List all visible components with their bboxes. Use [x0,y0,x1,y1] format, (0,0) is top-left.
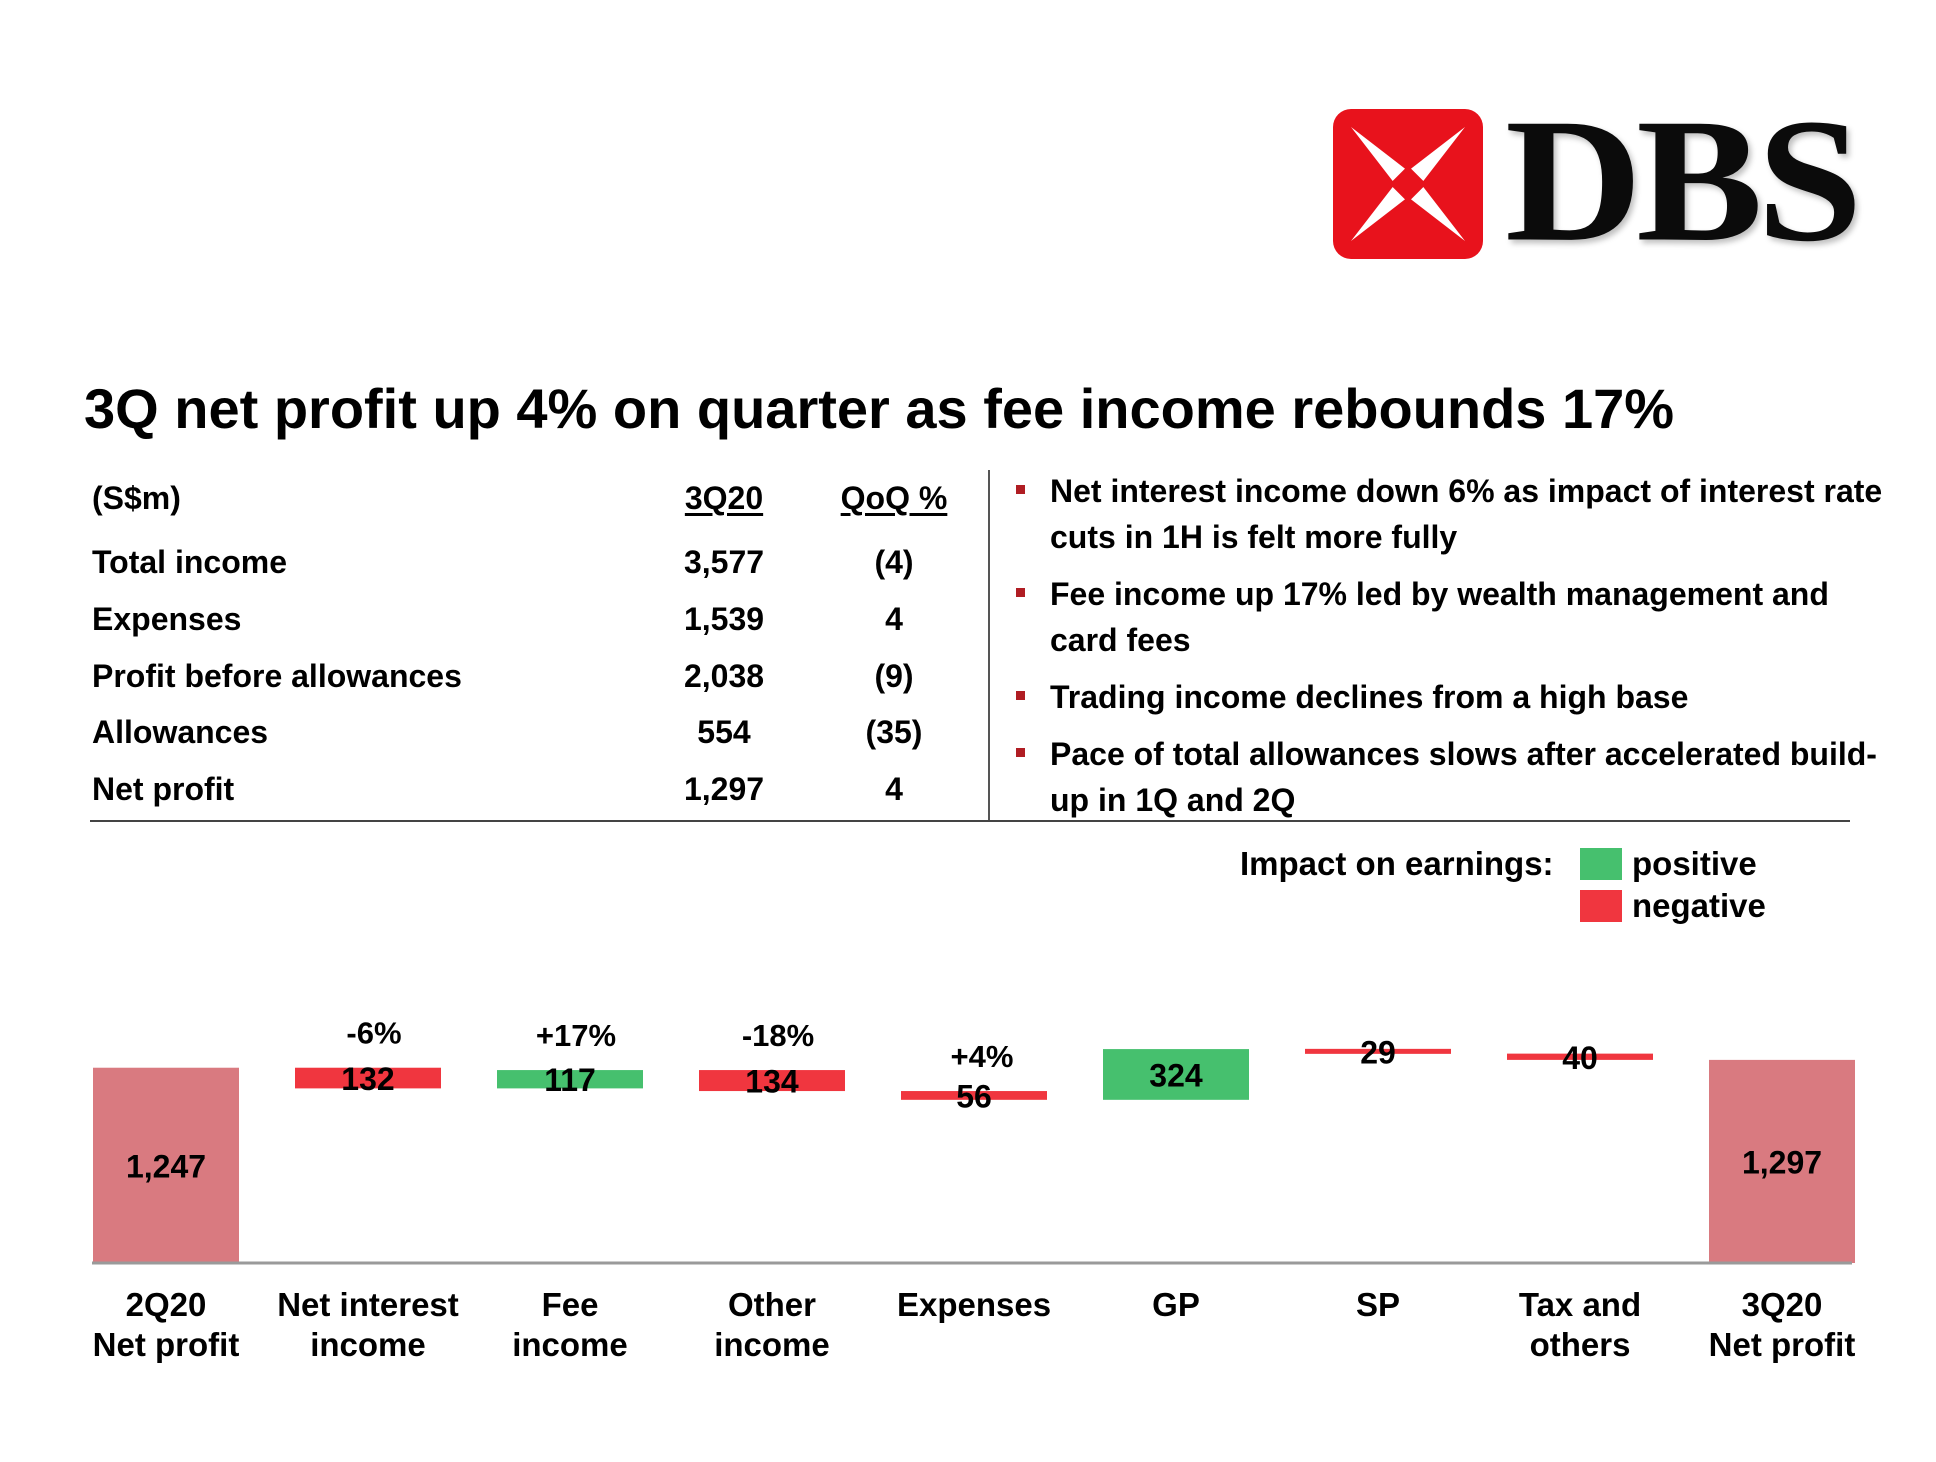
pct-change-label: +17% [536,1018,616,1053]
category-label: income [310,1326,426,1363]
table-row-value: 1,297 [683,771,765,807]
bullet-item: Fee income up 17% led by wealth manageme… [1050,576,1829,658]
table-row-label: Profit before allowances [92,658,462,694]
legend-text-positive: positive [1632,845,1757,882]
bullet-item: Trading income declines from a high base [1050,679,1689,715]
waterfall-bar [93,1067,239,1263]
table-header-label: (S$m) [92,480,181,516]
bar-value-label: 40 [1562,1040,1598,1076]
category-label: GP [1152,1286,1200,1323]
bar-value-label: 324 [1149,1057,1203,1093]
waterfall-bar [699,1070,845,1092]
category-label: Net interest [277,1286,459,1323]
category-label: 2Q20 [126,1286,207,1323]
table-row-qoq: (9) [874,658,914,694]
waterfall-bar [901,1091,1047,1100]
waterfall-bar [1709,1059,1855,1263]
bullet-item: Pace of total allowances slows after acc… [1050,736,1877,818]
table-row-value: 3,577 [683,544,765,580]
table-row-qoq: 4 [885,601,903,637]
brand-name: DBS [1505,83,1863,279]
category-label: Other [728,1286,816,1323]
bar-value-label: 117 [544,1062,596,1098]
legend-text-negative: negative [1632,887,1766,924]
bullet-item: Net interest income down 6% as impact of… [1050,473,1883,555]
waterfall-bar [497,1070,643,1089]
table-header-qoq: QoQ % [840,480,948,516]
category-label: 3Q20 [1742,1286,1823,1323]
bar-value-label: 1,297 [1742,1144,1822,1180]
waterfall-bar [1305,1048,1451,1054]
bar-value-label: 29 [1360,1034,1396,1070]
table-row-value: 1,539 [683,601,765,637]
table-row-label: Expenses [92,601,242,637]
table-row-qoq: 4 [885,771,903,807]
table-row-qoq: (35) [865,714,923,750]
bullet-marker [1016,748,1025,757]
bullet-marker [1016,485,1025,494]
category-label: others [1530,1326,1631,1363]
table-row-value: 554 [697,714,751,750]
dbs-logo-mark [1333,109,1483,259]
waterfall-bar [1507,1053,1653,1060]
category-label: SP [1356,1286,1400,1323]
category-label: Net profit [93,1326,240,1363]
bullet-marker [1016,691,1025,700]
pct-change-label: -6% [346,1016,401,1051]
category-label: Fee [542,1286,599,1323]
table-row-label: Total income [92,544,287,580]
table-row-label: Net profit [92,771,235,807]
category-label: income [512,1326,628,1363]
bar-value-label: 132 [341,1061,394,1097]
table-header-3q20: 3Q20 [684,480,764,516]
bar-value-label: 134 [745,1064,799,1100]
section-divider [90,820,1850,822]
category-label: Tax and [1519,1286,1641,1323]
bullet-marker [1016,588,1025,597]
bar-value-label: 1,247 [126,1148,206,1184]
table-row-qoq: (4) [874,544,914,580]
page-title: 3Q net profit up 4% on quarter as fee in… [84,377,1675,440]
table-divider [988,470,990,822]
category-label: income [714,1326,830,1363]
legend-swatch-negative [1580,890,1622,922]
waterfall-bar [1103,1049,1249,1100]
legend-title: Impact on earnings: [1240,845,1554,882]
legend-swatch-positive [1580,848,1622,880]
category-label: Net profit [1709,1326,1856,1363]
table-row-value: 2,038 [683,658,765,694]
category-label: Expenses [897,1286,1051,1323]
bar-value-label: 56 [956,1078,992,1114]
pct-change-label: +4% [951,1039,1014,1074]
table-row-label: Allowances [92,714,269,750]
pct-change-label: -18% [742,1018,814,1053]
waterfall-bar [295,1067,441,1089]
